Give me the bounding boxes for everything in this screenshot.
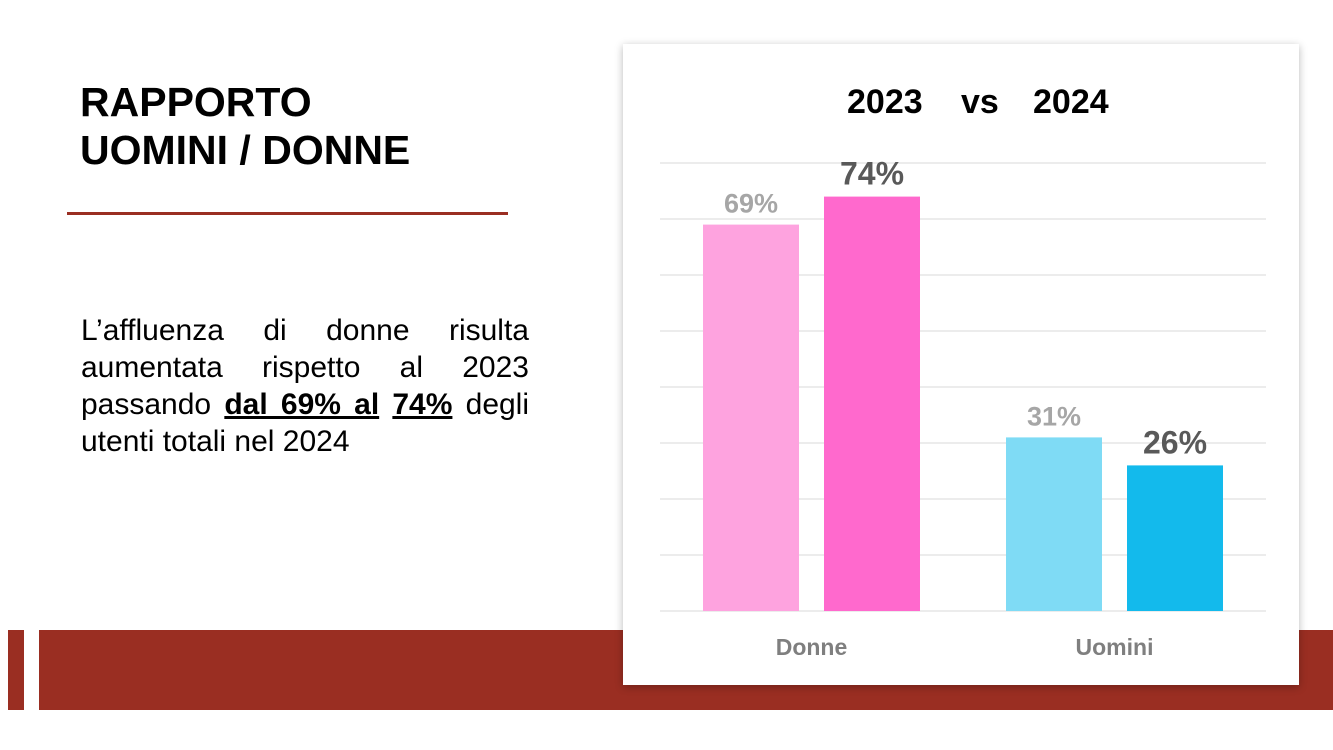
- bar-uomini-2024: [1127, 465, 1223, 611]
- bar-uomini-2023: [1006, 437, 1102, 611]
- value-label-donne-2023: 69%: [724, 189, 778, 219]
- body-highlight-1: dal 69% al: [224, 388, 380, 421]
- chart-card: 2023 vs 2024 69% 74% 31% 26% Donne Uomini: [623, 44, 1299, 685]
- slide-title-line-1: RAPPORTO: [80, 79, 312, 125]
- title-divider: [67, 212, 508, 215]
- value-label-uomini-2024: 26%: [1143, 424, 1207, 460]
- slide-title: RAPPORTO UOMINI / DONNE: [80, 78, 410, 174]
- slide-title-line-2: UOMINI / DONNE: [80, 127, 411, 173]
- category-label-uomini: Uomini: [1076, 634, 1154, 660]
- body-highlight-2: 74%: [392, 388, 453, 421]
- body-paragraph: L’affluenza di donne risulta aumentata r…: [81, 312, 529, 460]
- bar-chart: 2023 vs 2024 69% 74% 31% 26% Donne Uomini: [660, 83, 1266, 660]
- footer-accent-small: [8, 630, 24, 710]
- category-labels: Donne Uomini: [776, 634, 1154, 660]
- chart-title-year-2024: 2024: [1033, 83, 1109, 121]
- body-text-suffix: degli utenti totali nel 2024: [81, 388, 530, 458]
- bar-donne-2024: [824, 196, 920, 611]
- bars: [703, 196, 1223, 611]
- value-labels: 69% 74% 31% 26%: [724, 156, 1207, 461]
- bar-donne-2023: [703, 224, 799, 611]
- chart-title-year-2023: 2023: [847, 83, 923, 121]
- value-label-donne-2024: 74%: [840, 156, 904, 192]
- category-label-donne: Donne: [776, 634, 848, 660]
- body-text-prefix: L’affluenza di donne risulta aumentata r…: [81, 314, 529, 421]
- value-label-uomini-2023: 31%: [1027, 401, 1081, 431]
- chart-title-vs: vs: [961, 83, 999, 121]
